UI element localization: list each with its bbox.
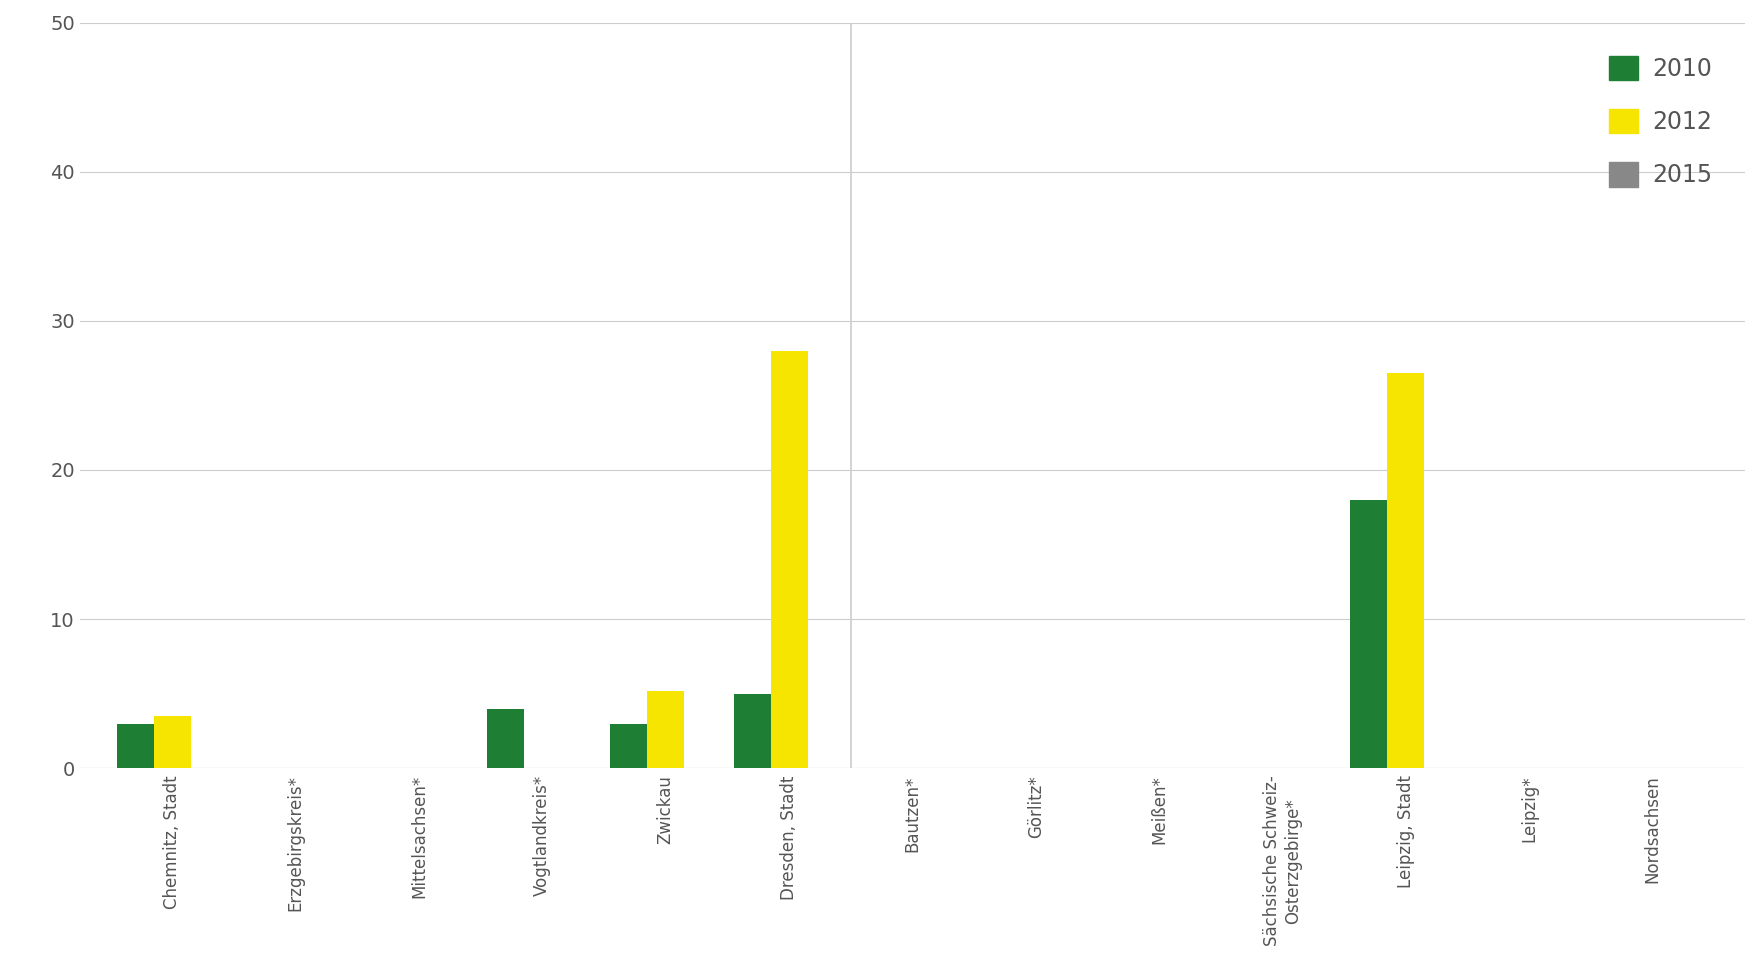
Bar xyxy=(771,351,808,768)
Bar xyxy=(1350,500,1387,768)
Bar xyxy=(611,724,648,768)
Bar xyxy=(153,716,190,768)
Bar xyxy=(648,691,685,768)
Bar xyxy=(734,694,771,768)
Bar xyxy=(488,708,524,768)
Bar xyxy=(116,724,153,768)
Legend: 2010, 2012, 2015: 2010, 2012, 2015 xyxy=(1600,46,1721,197)
Bar xyxy=(1387,373,1424,768)
